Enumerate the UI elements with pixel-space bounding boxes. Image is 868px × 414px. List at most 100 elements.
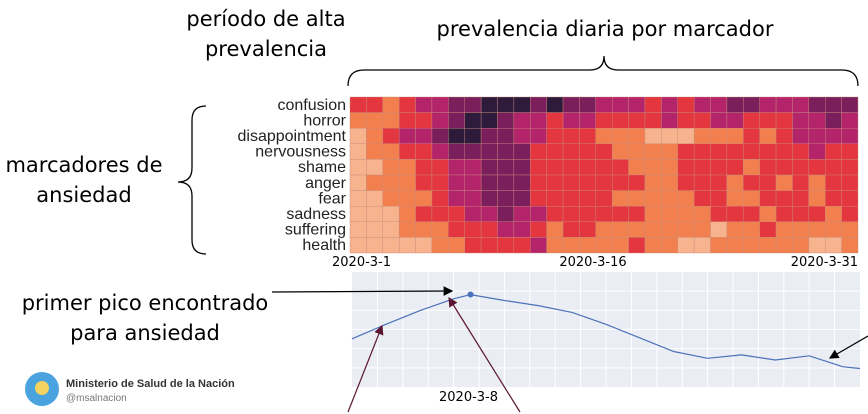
heatmap-cell	[382, 221, 400, 238]
heatmap-cell	[677, 190, 695, 207]
heatmap-cell	[513, 205, 531, 222]
heatmap-x-tick-label: 2020-3-31	[790, 255, 858, 270]
heatmap-cell	[595, 127, 613, 144]
heatmap-cell	[628, 112, 646, 129]
heatmap-cell	[792, 143, 810, 160]
heatmap-cell	[464, 112, 482, 129]
heatmap-x-tick-label: 2020-3-16	[559, 255, 627, 270]
heatmap-cell	[464, 96, 482, 113]
heatmap-row-label: fear	[318, 190, 346, 207]
heatmap-cell	[841, 237, 859, 254]
heatmap-cell	[497, 221, 515, 238]
heatmap-cell	[693, 143, 711, 160]
heatmap-cell	[693, 174, 711, 191]
heatmap-cell	[480, 143, 498, 160]
heatmap-cell	[497, 159, 515, 176]
heatmap-cell	[628, 205, 646, 222]
heatmap-cell	[415, 127, 433, 144]
heatmap-cell	[841, 159, 859, 176]
heatmap-cell	[448, 127, 465, 144]
org-handle: @msalnacion	[66, 393, 127, 404]
heatmap-cell	[825, 174, 842, 191]
heatmap-cell	[448, 96, 465, 113]
heatmap-cell	[710, 159, 728, 176]
heatmap-cell	[382, 143, 400, 160]
heatmap-cell	[513, 159, 531, 176]
heatmap-cell	[349, 96, 367, 113]
heatmap-cell	[775, 143, 793, 160]
heatmap-cell	[792, 112, 810, 129]
heatmap-cell	[628, 174, 646, 191]
heatmap-cell	[611, 221, 629, 238]
heatmap-cell	[661, 174, 678, 191]
annotation-first-peak: primer pico encontrado para ansiedad	[21, 291, 269, 345]
heatmap-cell	[480, 127, 498, 144]
heatmap-cell	[710, 190, 728, 207]
heatmap-cell	[382, 205, 400, 222]
heatmap-cell	[562, 221, 580, 238]
heatmap-cell	[448, 112, 465, 129]
heatmap-cell	[841, 112, 859, 129]
heatmap-cell	[710, 174, 728, 191]
heatmap-cell	[497, 112, 515, 129]
heatmap-cell	[775, 127, 793, 144]
heatmap-cell	[595, 205, 613, 222]
heatmap-cell	[398, 174, 416, 191]
heatmap-row-label: disappointment	[237, 128, 346, 145]
heatmap-cell	[546, 96, 564, 113]
heatmap-cell	[366, 112, 383, 129]
heatmap-cell	[513, 174, 531, 191]
heatmap-cell	[661, 237, 678, 254]
heatmap-cell	[743, 112, 760, 129]
heatmap	[349, 96, 859, 254]
line-chart	[351, 272, 861, 387]
heatmap-cell	[628, 221, 646, 238]
heatmap-cell	[710, 96, 728, 113]
annotation-anxiety-markers: marcadores de ansiedad	[5, 153, 163, 207]
heatmap-cell	[530, 96, 547, 113]
heatmap-cell	[497, 190, 515, 207]
heatmap-cell	[464, 190, 482, 207]
heatmap-cell	[398, 96, 416, 113]
heatmap-cell	[595, 221, 613, 238]
heatmap-cell	[480, 112, 498, 129]
heatmap-cell	[743, 237, 760, 254]
heatmap-cell	[497, 143, 515, 160]
heatmap-cell	[693, 96, 711, 113]
arrows	[271, 286, 868, 413]
heatmap-cell	[611, 205, 629, 222]
heatmap-cell	[480, 190, 498, 207]
heatmap-cell	[710, 221, 728, 238]
heatmap-cell	[398, 112, 416, 129]
heatmap-cell	[841, 205, 859, 222]
heatmap-cell	[398, 205, 416, 222]
heatmap-cell	[480, 237, 498, 254]
heatmap-cell	[497, 127, 515, 144]
heatmap-cell	[644, 159, 662, 176]
heatmap-cell	[497, 205, 515, 222]
heatmap-cell	[431, 143, 449, 160]
heatmap-cell	[546, 237, 564, 254]
heatmap-cell	[579, 237, 597, 254]
heatmap-cell	[448, 174, 465, 191]
heatmap-cell	[677, 205, 695, 222]
heatmap-cell	[448, 159, 465, 176]
heatmap-cell	[513, 190, 531, 207]
heatmap-cell	[808, 237, 826, 254]
heatmap-cell	[726, 174, 744, 191]
heatmap-cell	[530, 190, 547, 207]
annotation-daily-prevalence: prevalencia diaria por marcador	[436, 17, 774, 41]
heatmap-cell	[497, 174, 515, 191]
heatmap-cell	[661, 96, 678, 113]
heatmap-cell	[661, 127, 678, 144]
heatmap-cell	[710, 143, 728, 160]
heatmap-cell	[562, 96, 580, 113]
heatmap-cell	[759, 112, 777, 129]
heatmap-cell	[726, 127, 744, 144]
heatmap-cell	[841, 127, 859, 144]
heatmap-cell	[743, 127, 760, 144]
heatmap-cell	[726, 221, 744, 238]
heatmap-cell	[775, 112, 793, 129]
heatmap-cell	[693, 127, 711, 144]
ministry-logo	[25, 372, 59, 406]
